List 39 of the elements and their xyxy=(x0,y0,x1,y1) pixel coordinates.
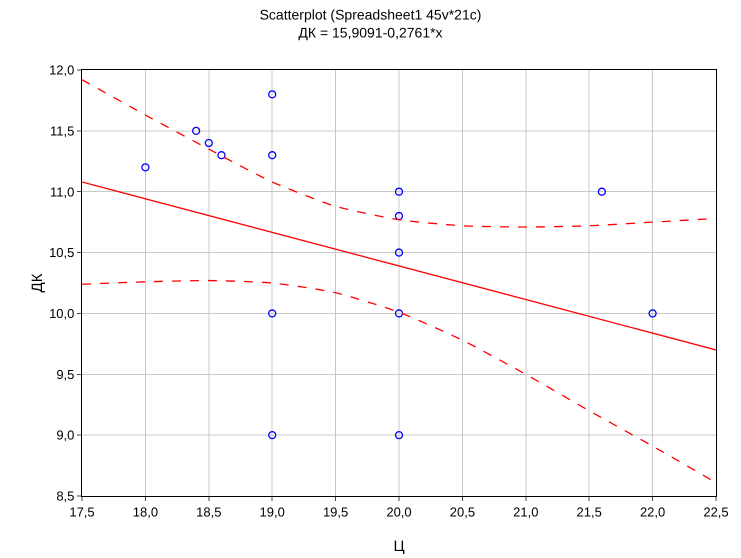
x-tick-label: 18,0 xyxy=(132,504,158,520)
point xyxy=(394,188,404,196)
point xyxy=(394,430,404,440)
point xyxy=(204,138,213,148)
point xyxy=(268,90,276,98)
point xyxy=(394,248,404,257)
point xyxy=(268,309,276,318)
x-tick-label: 22,0 xyxy=(640,504,666,520)
x-tick-label: 19,0 xyxy=(260,504,285,520)
point xyxy=(192,126,200,136)
x-tick-label: 17,5 xyxy=(69,504,95,520)
x-tick-label: 21,0 xyxy=(513,504,538,520)
chart-title: Scatterplot (Spreadsheet1 45v*21c) xyxy=(260,6,482,23)
line-series xyxy=(82,79,716,228)
point xyxy=(268,430,276,440)
x-tick-label: 21,5 xyxy=(576,504,602,520)
y-tick-label: 8,5 xyxy=(56,488,74,504)
x-tick-label: 20,5 xyxy=(450,504,476,520)
point xyxy=(394,212,404,220)
point xyxy=(598,188,606,196)
x-tick-label: 18,5 xyxy=(196,504,222,520)
y-tick-label: 11,5 xyxy=(50,123,74,138)
x-tick-label: 20,0 xyxy=(386,504,412,520)
y-axis-title: ДК xyxy=(29,273,46,292)
x-axis-title: Ц xyxy=(393,538,405,555)
y-tick-label: 10,5 xyxy=(49,245,74,260)
point xyxy=(648,309,657,318)
y-tick-label: 10,0 xyxy=(49,306,74,321)
y-tick-label: 12,0 xyxy=(49,62,74,78)
point xyxy=(394,309,404,318)
point xyxy=(217,151,226,160)
y-tick-label: 9,5 xyxy=(56,366,74,382)
point xyxy=(141,163,150,172)
chart-subtitle: ДК = 15,9091-0,2761*x xyxy=(298,24,443,41)
y-tick-label: 9,0 xyxy=(56,428,74,443)
x-tick-label: 22,5 xyxy=(703,504,729,520)
point xyxy=(268,151,276,160)
x-tick-label: 19,5 xyxy=(322,504,348,520)
y-tick-label: 11,0 xyxy=(50,184,74,200)
